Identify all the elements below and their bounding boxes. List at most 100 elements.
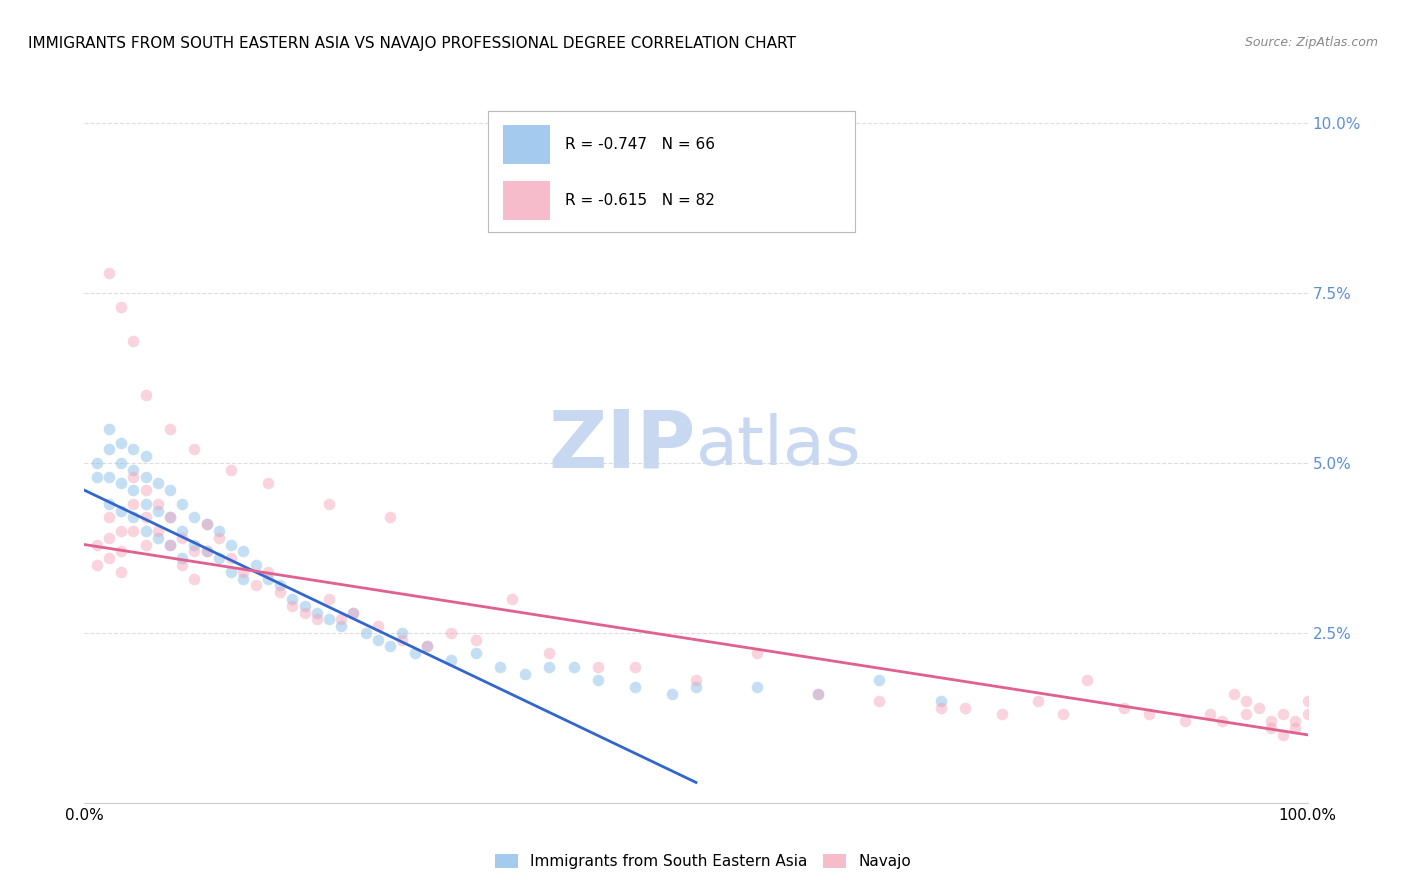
Point: [464, 646, 486, 660]
Point: [416, 640, 439, 654]
Text: atlas: atlas: [696, 413, 862, 479]
Point: [586, 673, 609, 688]
Point: [122, 469, 145, 483]
Point: [122, 497, 145, 511]
Point: [219, 537, 242, 551]
Point: [135, 537, 157, 551]
Point: [110, 456, 132, 470]
Point: [110, 524, 132, 538]
Point: [195, 544, 218, 558]
Point: [380, 510, 402, 524]
Point: [257, 476, 280, 491]
Point: [110, 476, 132, 491]
Text: IMMIGRANTS FROM SOUTH EASTERN ASIA VS NAVAJO PROFESSIONAL DEGREE CORRELATION CHA: IMMIGRANTS FROM SOUTH EASTERN ASIA VS NA…: [28, 36, 796, 51]
Point: [929, 694, 952, 708]
Point: [219, 565, 242, 579]
Point: [183, 537, 205, 551]
Point: [135, 510, 157, 524]
Point: [1052, 707, 1074, 722]
Point: [367, 632, 389, 647]
Point: [97, 442, 120, 457]
Point: [1296, 694, 1319, 708]
Point: [172, 551, 194, 566]
Point: [747, 646, 769, 660]
Point: [624, 660, 647, 674]
Point: [991, 707, 1014, 722]
Point: [97, 469, 120, 483]
Point: [97, 531, 120, 545]
Point: [208, 524, 231, 538]
Point: [318, 612, 340, 626]
Point: [122, 524, 145, 538]
Point: [257, 565, 280, 579]
Point: [342, 606, 364, 620]
Point: [869, 673, 891, 688]
Point: [159, 510, 181, 524]
Point: [97, 422, 120, 436]
Point: [122, 442, 145, 457]
Point: [110, 544, 132, 558]
Point: [1272, 728, 1295, 742]
Point: [294, 599, 316, 613]
Point: [159, 537, 181, 551]
Point: [86, 558, 108, 572]
Point: [172, 558, 194, 572]
Point: [135, 469, 157, 483]
Point: [538, 660, 561, 674]
Point: [208, 531, 231, 545]
Point: [685, 680, 707, 694]
Point: [586, 660, 609, 674]
Point: [219, 551, 242, 566]
Point: [172, 531, 194, 545]
Point: [562, 660, 585, 674]
Point: [97, 551, 120, 566]
Point: [159, 537, 181, 551]
Point: [1211, 714, 1233, 729]
Point: [440, 653, 463, 667]
Point: [1198, 707, 1220, 722]
Point: [380, 640, 402, 654]
Point: [1174, 714, 1197, 729]
Point: [122, 510, 145, 524]
Point: [86, 456, 108, 470]
Point: [232, 572, 254, 586]
Point: [122, 483, 145, 498]
Point: [135, 524, 157, 538]
Point: [318, 497, 340, 511]
Point: [195, 544, 218, 558]
Point: [122, 463, 145, 477]
Point: [1247, 700, 1270, 714]
Point: [305, 612, 328, 626]
Point: [281, 599, 304, 613]
Point: [294, 606, 316, 620]
Point: [172, 497, 194, 511]
Point: [135, 388, 157, 402]
Point: [208, 551, 231, 566]
Point: [86, 469, 108, 483]
Point: [172, 524, 194, 538]
Point: [146, 503, 169, 517]
Point: [146, 531, 169, 545]
Point: [159, 483, 181, 498]
Point: [97, 497, 120, 511]
Point: [1296, 707, 1319, 722]
Point: [97, 266, 120, 280]
Point: [391, 626, 413, 640]
Point: [159, 510, 181, 524]
Point: [464, 632, 486, 647]
Point: [110, 435, 132, 450]
Point: [538, 646, 561, 660]
Text: ZIP: ZIP: [548, 407, 696, 485]
Point: [245, 558, 267, 572]
Point: [807, 687, 830, 701]
Point: [97, 510, 120, 524]
Legend: Immigrants from South Eastern Asia, Navajo: Immigrants from South Eastern Asia, Nava…: [489, 848, 917, 875]
Point: [86, 537, 108, 551]
Point: [1260, 721, 1282, 735]
Point: [146, 497, 169, 511]
Point: [367, 619, 389, 633]
Point: [257, 572, 280, 586]
Point: [1114, 700, 1136, 714]
Point: [1284, 721, 1306, 735]
Point: [1137, 707, 1160, 722]
